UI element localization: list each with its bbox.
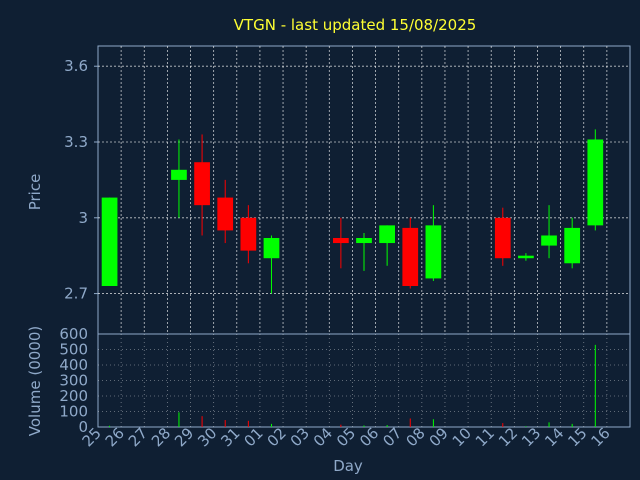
x-tick-label: 16 bbox=[587, 424, 613, 450]
volume-tick-label: 600 bbox=[59, 325, 88, 343]
candle-body bbox=[541, 235, 557, 246]
candle-body bbox=[356, 238, 372, 244]
candle-body bbox=[494, 217, 511, 259]
candle-body bbox=[587, 139, 604, 226]
candle-body bbox=[564, 227, 581, 264]
price-tick-label: 3.3 bbox=[64, 133, 88, 151]
price-tick-labels: 2.7 3 3.3 3.6 bbox=[64, 57, 88, 302]
candle-body bbox=[518, 255, 534, 259]
candle-body bbox=[263, 238, 280, 259]
volume-tick-label: 300 bbox=[59, 372, 88, 390]
price-gridlines bbox=[94, 46, 630, 334]
candle-body bbox=[171, 169, 187, 180]
x-tick-labels: 2526272829303101020304050607080910111213… bbox=[79, 424, 614, 450]
candle-body bbox=[379, 225, 395, 244]
volume-tick-label: 100 bbox=[59, 403, 88, 421]
volume-gridlines bbox=[98, 334, 630, 427]
candle-body bbox=[194, 162, 210, 206]
volume-tick-label: 200 bbox=[59, 387, 88, 405]
volume-axis-label: Volume (0000) bbox=[26, 326, 44, 436]
volume-tick-label: 500 bbox=[59, 341, 88, 359]
y-axis-label: Price bbox=[26, 174, 44, 211]
candle-body bbox=[240, 217, 257, 251]
price-tick-label: 3 bbox=[78, 209, 88, 227]
price-panel: 2.7 3 3.3 3.6 bbox=[64, 45, 631, 335]
candle-body bbox=[101, 197, 118, 286]
volume-tick-label: 0 bbox=[78, 418, 88, 436]
volume-tick-label: 400 bbox=[59, 356, 88, 374]
candles bbox=[101, 129, 604, 294]
chart-title: VTGN - last updated 15/08/2025 bbox=[234, 16, 477, 34]
price-plot-frame bbox=[97, 45, 631, 335]
price-tick-label: 2.7 bbox=[64, 285, 88, 303]
candle-body bbox=[217, 197, 234, 231]
candle-body bbox=[333, 238, 349, 244]
volume-bars bbox=[109, 344, 596, 427]
candle-body bbox=[402, 227, 419, 286]
candle-body bbox=[425, 225, 442, 279]
x-axis-label: Day bbox=[333, 457, 363, 475]
price-tick-label: 3.6 bbox=[64, 57, 88, 75]
